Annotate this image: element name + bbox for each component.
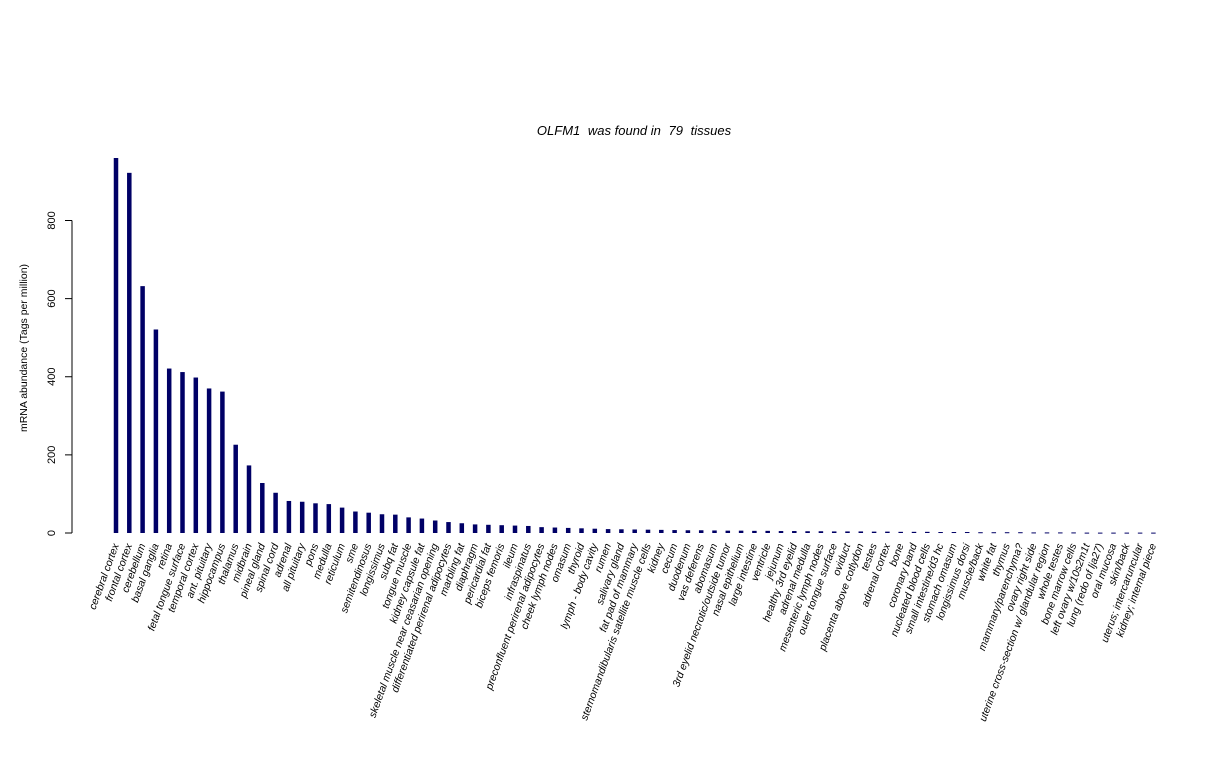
- bar: [246, 465, 252, 533]
- bar: [486, 524, 491, 533]
- bar: [805, 531, 810, 533]
- bar: [260, 483, 265, 533]
- bar: [911, 531, 917, 533]
- bar: [432, 520, 438, 533]
- bar: [313, 503, 318, 533]
- bar: [778, 531, 784, 533]
- bar: [991, 532, 997, 534]
- bars: [113, 158, 1156, 534]
- bar: [712, 530, 717, 533]
- bar: [938, 532, 943, 534]
- bar: [180, 372, 185, 533]
- bar: [579, 528, 584, 533]
- y-tick-label: 200: [46, 446, 58, 464]
- bar: [632, 529, 637, 533]
- bar: [738, 530, 744, 533]
- bar: [193, 377, 199, 533]
- bar: [1111, 532, 1116, 534]
- bar: [379, 514, 385, 533]
- y-tick-label: 0: [46, 530, 58, 536]
- title-gene: OLFM1: [537, 123, 580, 138]
- bar: [552, 527, 558, 533]
- bar: [233, 444, 238, 533]
- bar: [1137, 532, 1143, 534]
- bar: [339, 507, 345, 533]
- chart-title: OLFM1 was found in 79 tissues: [537, 123, 732, 138]
- bar: [858, 531, 864, 533]
- bar: [818, 531, 824, 533]
- bar: [698, 530, 704, 533]
- bar: [831, 531, 837, 533]
- bar: [645, 529, 651, 533]
- bar: [140, 286, 145, 533]
- title-suffix: tissues: [691, 123, 732, 138]
- title-middle: was found in: [588, 123, 661, 138]
- bar: [1031, 532, 1036, 534]
- bar: [871, 531, 877, 533]
- y-tick-label: 600: [46, 289, 58, 307]
- bar: [1004, 532, 1010, 534]
- bar: [499, 525, 504, 533]
- bar: [539, 527, 544, 533]
- bar: [1044, 532, 1050, 534]
- bar: [951, 532, 957, 534]
- bar: [472, 524, 478, 533]
- bar: [299, 501, 305, 533]
- bar: [406, 517, 411, 533]
- bar: [925, 531, 930, 533]
- bar: [113, 158, 119, 533]
- bar: [286, 500, 292, 533]
- bar: [765, 530, 770, 533]
- y-tick-label: 400: [46, 368, 58, 386]
- bar: [1124, 532, 1130, 534]
- bar: [725, 530, 731, 533]
- bar: [1018, 532, 1023, 534]
- y-axis-label: mRNA abundance (Tags per million): [18, 264, 30, 432]
- bar: [659, 529, 664, 533]
- bar: [964, 532, 970, 534]
- bar: [326, 504, 332, 533]
- title-count: 79: [669, 123, 683, 138]
- bar: [592, 528, 598, 533]
- bar: [366, 512, 371, 533]
- bar: [672, 530, 677, 533]
- bar: [273, 492, 278, 533]
- bar: [459, 523, 465, 533]
- bar: [1151, 532, 1156, 534]
- bar: [792, 531, 797, 533]
- bar: [526, 525, 531, 533]
- bar: [353, 511, 358, 533]
- bar: [512, 525, 518, 533]
- bar: [845, 531, 850, 533]
- bar: [619, 529, 624, 533]
- bar: [393, 514, 398, 533]
- bar: [885, 531, 890, 533]
- bar: [1071, 532, 1076, 534]
- y-tick-label: 800: [46, 211, 58, 229]
- bar: [1097, 532, 1103, 534]
- bar: [419, 518, 425, 533]
- bar: [685, 530, 691, 533]
- bar: [127, 172, 132, 533]
- bar: [605, 529, 611, 533]
- bar: [153, 329, 159, 533]
- y-axis: 0 200 400 600 800: [46, 211, 73, 536]
- bar: [166, 368, 172, 533]
- bar: [206, 388, 212, 533]
- bar: [1084, 532, 1090, 534]
- bar: [898, 531, 903, 533]
- bar: [220, 391, 225, 533]
- bar: [978, 532, 983, 534]
- bar: [565, 527, 571, 533]
- bar: [1058, 532, 1063, 534]
- bar: [752, 530, 757, 533]
- bar: [446, 522, 451, 533]
